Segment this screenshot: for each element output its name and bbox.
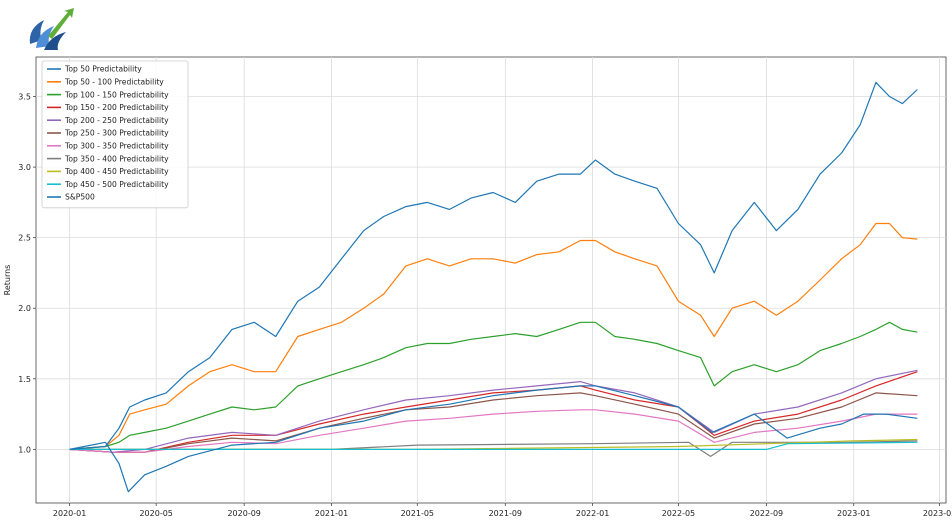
series-line-5 bbox=[69, 392, 918, 453]
x-tick-label: 2021-09 bbox=[489, 509, 522, 518]
series-line-3 bbox=[69, 371, 918, 453]
y-tick-label: 2.5 bbox=[18, 234, 31, 243]
x-tick-label: 2021-01 bbox=[315, 509, 348, 518]
series-lines bbox=[69, 81, 918, 493]
x-tick-label: 2020-09 bbox=[227, 509, 260, 518]
y-tick-label: 3.0 bbox=[18, 163, 31, 172]
y-tick-label: 1.0 bbox=[18, 445, 31, 454]
series-line-1 bbox=[69, 222, 918, 450]
legend-label: Top 150 - 200 Predictability bbox=[64, 103, 169, 112]
legend-label: Top 50 - 100 Predictability bbox=[64, 78, 164, 87]
series-line-4 bbox=[69, 369, 918, 453]
y-tick-label: 3.5 bbox=[18, 93, 31, 102]
y-axis-ticks: 1.0 1.5 2.0 2.5 3.0 3.5 bbox=[18, 93, 36, 454]
x-tick-label: 2022-01 bbox=[576, 509, 609, 518]
series-line-0 bbox=[69, 81, 918, 450]
y-tick-label: 2.0 bbox=[18, 304, 31, 313]
company-logo bbox=[29, 8, 74, 50]
x-tick-label: 2021-05 bbox=[401, 509, 434, 518]
y-axis-label: Returns bbox=[3, 265, 12, 296]
legend-label: Top 400 - 450 Predictability bbox=[64, 167, 169, 176]
series-line-10 bbox=[69, 385, 918, 493]
legend-label: Top 450 - 500 Predictability bbox=[64, 180, 169, 189]
x-tick-label: 2023-01 bbox=[837, 509, 870, 518]
y-tick-label: 1.5 bbox=[18, 375, 31, 384]
legend-label: Top 200 - 250 Predictability bbox=[64, 116, 169, 125]
legend-box bbox=[41, 60, 189, 209]
x-tick-label: 2022-09 bbox=[750, 509, 783, 518]
legend-label: S&P500 bbox=[65, 193, 95, 202]
legend-label: Top 250 - 300 Predictability bbox=[64, 129, 169, 138]
legend-label: Top 300 - 350 Predictability bbox=[64, 142, 169, 151]
legend: Top 50 Predictability Top 50 - 100 Predic… bbox=[41, 60, 189, 209]
x-tick-label: 2020-01 bbox=[53, 509, 86, 518]
legend-label: Top 50 Predictability bbox=[64, 65, 142, 74]
legend-label: Top 350 - 400 Predictability bbox=[64, 154, 169, 163]
x-tick-label: 2022-05 bbox=[662, 509, 695, 518]
series-line-2 bbox=[69, 321, 918, 450]
series-line-9 bbox=[69, 441, 918, 450]
x-axis-ticks: 2020-01 2020-05 2020-09 2021-01 2021-05 2021-… bbox=[53, 503, 952, 518]
x-tick-label: 2023-05 bbox=[923, 509, 952, 518]
x-tick-label: 2020-05 bbox=[139, 509, 172, 518]
legend-label: Top 100 - 150 Predictability bbox=[64, 90, 169, 99]
